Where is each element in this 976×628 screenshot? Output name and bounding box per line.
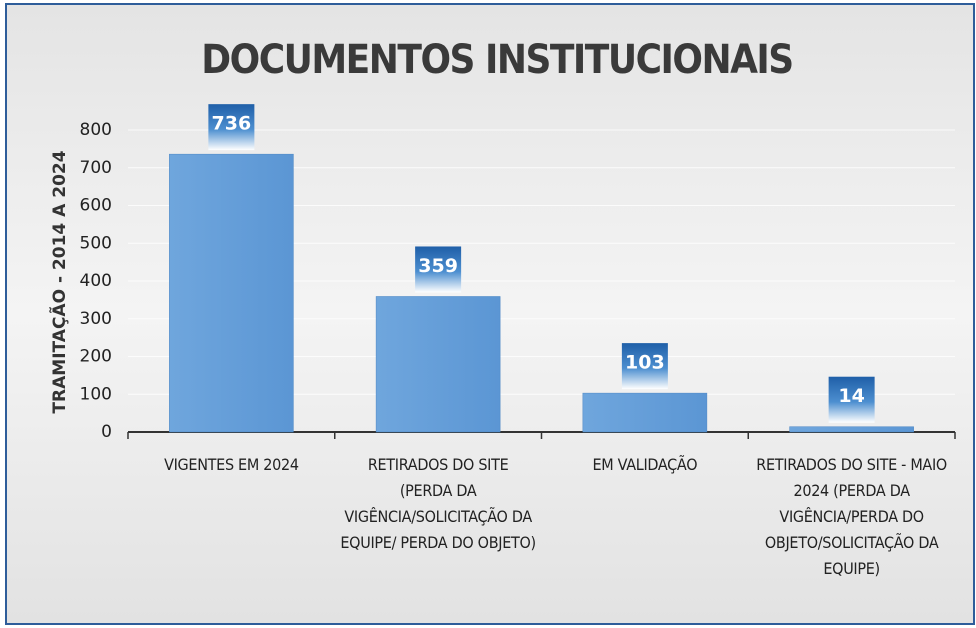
y-tick-label: 500	[80, 233, 112, 253]
data-label-bg	[415, 246, 462, 293]
y-tick-label: 0	[101, 422, 112, 442]
x-tick-label: RETIRADOS DO SITE - MAIO 2024 (PERDA DA …	[756, 455, 947, 578]
bar	[169, 153, 294, 433]
y-tick-label: 100	[80, 384, 112, 404]
x-tick-label: RETIRADOS DO SITE (PERDA DA VIGÊNCIA/SOL…	[340, 455, 536, 552]
data-label: 359	[418, 255, 458, 277]
data-label-bg	[621, 343, 668, 390]
y-tick-label: 300	[80, 309, 112, 329]
x-tick-label: VIGENTES EM 2024	[164, 455, 299, 474]
data-label-bg	[208, 104, 255, 151]
data-label: 736	[212, 113, 252, 135]
bar	[375, 296, 501, 433]
y-tick-label: 800	[80, 120, 112, 140]
bar	[789, 426, 914, 433]
y-tick-label: 600	[80, 196, 112, 216]
y-tick-label: 200	[80, 347, 112, 367]
chart-title: DOCUMENTOS INSTITUCIONAIS	[201, 37, 792, 83]
y-axis-label: TRAMITAÇÃO - 2014 A 2024	[47, 150, 70, 413]
data-label-bg	[828, 376, 875, 423]
bar	[582, 392, 708, 433]
y-tick-label: 700	[80, 158, 112, 178]
x-tick-label: EM VALIDAÇÃO	[592, 455, 698, 474]
y-tick-label: 400	[80, 271, 112, 291]
data-label: 103	[625, 352, 665, 374]
data-label: 14	[838, 385, 864, 407]
